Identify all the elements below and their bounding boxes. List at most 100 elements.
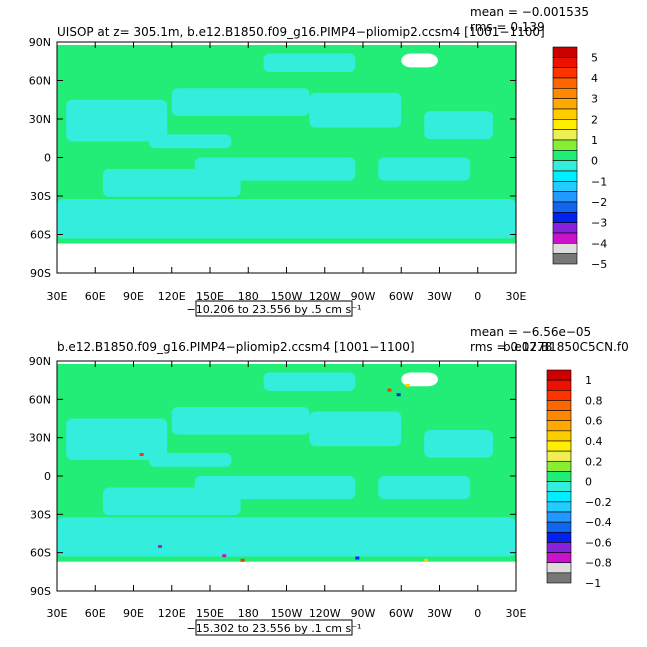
colorbar-swatch (546, 491, 572, 503)
ocean-anomaly-region (424, 111, 494, 140)
colorbar-swatch (552, 119, 578, 130)
colorbar-label: −0.8 (585, 557, 612, 570)
panel-2-range-label: −15.302 to 23.556 by .1 cm s⁻¹ (187, 622, 362, 635)
panel-2-axes: 30E 60E 90E 120E 150E 180 150W 120W 90W 60W 30W 0 30… (29, 355, 527, 620)
x-tick-label: 30E (506, 290, 527, 303)
y-tick-label: 60N (29, 75, 51, 88)
x-tick-label: 150E (196, 290, 224, 303)
anomaly-speck (396, 393, 401, 397)
y-tick-label: 30N (29, 113, 51, 126)
x-tick-label: 60E (85, 290, 106, 303)
y-tick-label: 0 (44, 152, 51, 165)
colorbar-swatch (546, 471, 572, 482)
colorbar-swatch (546, 501, 572, 513)
colorbar-swatch (552, 57, 578, 68)
anomaly-speck (355, 556, 360, 560)
ocean-anomaly-region (66, 99, 168, 142)
panel-2-rms: rms = 0.0778 (470, 340, 552, 354)
panel-2-subtitle: b.e12.B1850C5CN.f0 (503, 340, 629, 354)
colorbar-label: −0.4 (585, 516, 612, 529)
colorbar-swatch (552, 212, 578, 223)
x-tick-label: 180 (238, 290, 259, 303)
colorbar-swatch (552, 243, 578, 254)
anomaly-speck (157, 545, 162, 548)
y-tick-label: 60S (30, 547, 51, 560)
greenland-land (401, 53, 438, 68)
x-tick-label: 90W (351, 290, 376, 303)
colorbar-swatch (546, 562, 572, 574)
colorbar-swatch (546, 572, 572, 584)
anomaly-speck (387, 388, 392, 392)
colorbar-swatch (552, 201, 578, 213)
colorbar-label: 2 (591, 113, 598, 126)
colorbar-label: 1 (591, 134, 598, 147)
panel-1: UISOP at z= 305.1m, b.e12.B1850.f09_g16.… (29, 5, 607, 317)
colorbar-swatch (546, 511, 572, 523)
ocean-anomaly-region (148, 453, 232, 467)
colorbar-swatch (546, 552, 572, 564)
colorbar-label: −0.2 (585, 496, 612, 509)
ocean-anomaly-region (263, 372, 356, 391)
ocean-anomaly-region (378, 157, 471, 181)
colorbar-swatch (552, 108, 578, 120)
y-tick-label: 90S (30, 267, 51, 280)
panel-1-title: UISOP at z= 305.1m, b.e12.B1850.f09_g16.… (57, 25, 545, 39)
colorbar-swatch (552, 253, 578, 265)
ocean-anomaly-region (194, 476, 356, 499)
colorbar-swatch (552, 160, 578, 172)
panel-1-colorbar: 5 4 3 2 1 0 −1 −2 −3 −4 −5 (552, 46, 607, 271)
colorbar-label: 5 (591, 51, 598, 64)
ocean-anomaly-region (263, 53, 356, 73)
colorbar-label: 0 (591, 155, 598, 168)
x-tick-label: 120E (158, 607, 186, 620)
x-tick-label: 120W (309, 290, 341, 303)
ocean-anomaly-region (171, 407, 310, 435)
colorbar-swatch (552, 191, 578, 203)
colorbar-swatch (552, 77, 578, 89)
x-tick-label: 150W (271, 290, 303, 303)
y-tick-label: 60S (30, 229, 51, 242)
colorbar-label: −0.6 (585, 536, 612, 549)
ocean-anomaly-region (57, 199, 516, 239)
x-tick-label: 120E (158, 290, 186, 303)
x-tick-label: 60W (389, 290, 414, 303)
colorbar-swatch (552, 222, 578, 234)
x-tick-label: 90E (123, 607, 144, 620)
panel-2-colorbar: 1 0.8 0.6 0.4 0.2 0 −0.2 −0.4 −0.6 −0.8 −1 (546, 369, 612, 590)
colorbar-swatch (546, 420, 572, 432)
panel-1-map (57, 45, 516, 273)
colorbar-swatch (552, 181, 578, 192)
colorbar-swatch (552, 150, 578, 161)
x-tick-label: 150E (196, 607, 224, 620)
anomaly-speck (222, 554, 227, 558)
x-tick-label: 60E (85, 607, 106, 620)
colorbar-swatch (546, 481, 572, 493)
colorbar-swatch (546, 460, 572, 472)
ocean-anomaly-region (66, 418, 168, 460)
colorbar-swatch (546, 410, 572, 422)
panel-2: b.e12.B1850.f09_g16.PIMP4−pliomip2.ccsm4… (29, 325, 629, 636)
colorbar-swatch (552, 98, 578, 110)
colorbar-swatch (546, 400, 572, 411)
colorbar-swatch (552, 88, 578, 99)
colorbar-label: −5 (591, 258, 607, 271)
x-tick-label: 0 (474, 607, 481, 620)
colorbar-swatch (546, 430, 572, 442)
colorbar-label: −1 (591, 175, 607, 188)
y-tick-label: 0 (44, 470, 51, 483)
x-tick-label: 120W (309, 607, 341, 620)
panel-2-title: b.e12.B1850.f09_g16.PIMP4−pliomip2.ccsm4… (57, 340, 415, 354)
colorbar-label: −2 (591, 196, 607, 209)
colorbar-swatch (546, 440, 572, 452)
panel-2-mean: mean = −6.56e−05 (470, 325, 591, 339)
ocean-anomaly-region (57, 517, 516, 557)
colorbar-label: 0.6 (585, 415, 603, 428)
colorbar-swatch (552, 232, 578, 244)
y-tick-label: 90N (29, 355, 51, 368)
panel-1-axes: 30E 60E 90E 120E 150E 180 150W 120W 90W 60W 30W 0 30… (29, 36, 527, 303)
colorbar-swatch (552, 46, 578, 58)
colorbar-label: 0.2 (585, 455, 603, 468)
ocean-anomaly-region (309, 92, 402, 128)
ocean-anomaly-region (148, 134, 232, 149)
panel-1-range-label: −10.206 to 23.556 by .5 cm s⁻¹ (187, 303, 362, 316)
